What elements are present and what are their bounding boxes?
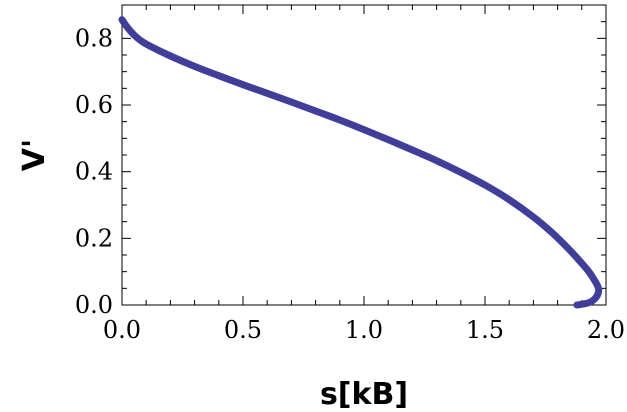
series-layer — [118, 16, 603, 309]
x-tick-label: 1.5 — [466, 316, 504, 344]
x-tick-label: 0.5 — [224, 316, 262, 344]
x-tick-label: 0.0 — [103, 316, 141, 344]
x-axis-title: s[kB] — [320, 377, 408, 412]
y-tick-label: 0.4 — [75, 158, 113, 186]
y-tick-label: 0.2 — [75, 224, 113, 252]
tick-labels: 0.0 0.5 1.0 1.5 2.0 0.0 0.2 0.4 0.6 0.8 — [75, 24, 625, 344]
plot-frame — [121, 4, 607, 306]
x-tick-label: 1.0 — [345, 316, 383, 344]
y-tick-label: 0.6 — [75, 91, 113, 119]
series-line — [118, 16, 603, 309]
y-tick-label: 0.0 — [75, 291, 113, 319]
ticks — [121, 4, 607, 306]
y-tick-label: 0.8 — [75, 24, 113, 52]
y-axis-title: V' — [17, 139, 52, 171]
x-tick-label: 2.0 — [587, 316, 625, 344]
